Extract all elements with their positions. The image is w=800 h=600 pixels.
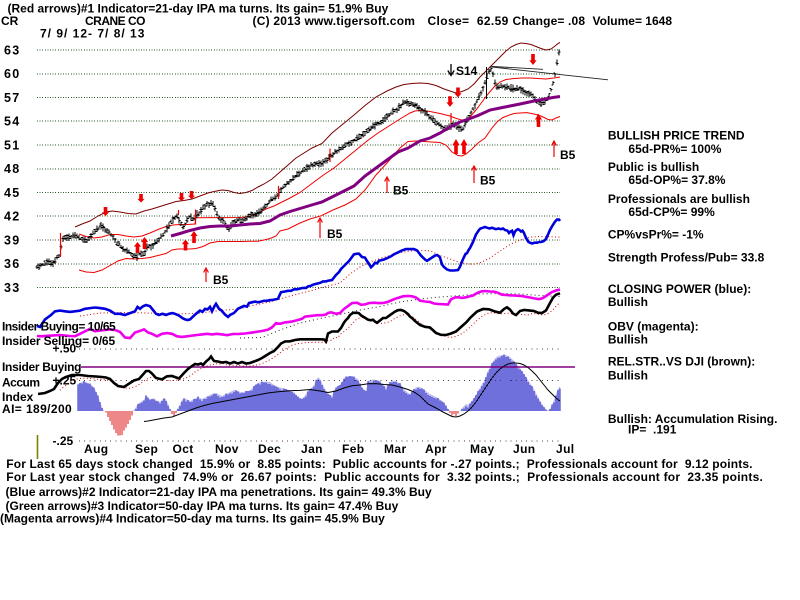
svg-text:Bullish: Bullish xyxy=(608,368,648,382)
svg-text:Jan: Jan xyxy=(301,442,323,456)
svg-text:Insider Selling= 0/65: Insider Selling= 0/65 xyxy=(2,334,115,348)
svg-text:For Last year stock changed 7: For Last year stock changed 74.9% or 26.… xyxy=(6,470,763,484)
svg-text:Nov: Nov xyxy=(215,442,239,456)
svg-text:CRANE CO: CRANE CO xyxy=(85,14,145,28)
svg-text:May: May xyxy=(470,442,495,456)
svg-text:42: 42 xyxy=(4,210,21,224)
svg-text:36: 36 xyxy=(4,257,21,271)
svg-text:Bullish: Bullish xyxy=(608,295,648,309)
svg-text:REL.STR..VS DJI (brown):: REL.STR..VS DJI (brown): xyxy=(608,354,755,368)
svg-text:+.25: +.25 xyxy=(53,374,77,388)
svg-text:Dec: Dec xyxy=(258,442,281,456)
svg-text:OBV (magenta):: OBV (magenta): xyxy=(608,320,699,334)
svg-text:Oct: Oct xyxy=(173,442,194,456)
svg-text:B5: B5 xyxy=(213,273,229,287)
svg-text:(Red arrows)#1 Indicator=21-da: (Red arrows)#1 Indicator=21-day IPA ma t… xyxy=(8,2,389,16)
svg-text:S14: S14 xyxy=(456,64,478,78)
svg-text:51: 51 xyxy=(4,138,21,152)
svg-text:Apr: Apr xyxy=(425,442,447,456)
svg-text:(Green arrows)#3 Indicator=50-: (Green arrows)#3 Indicator=50-day IPA ma… xyxy=(6,499,399,513)
svg-text:AI= 189/200: AI= 189/200 xyxy=(2,402,72,416)
svg-text:45: 45 xyxy=(4,186,21,200)
svg-text:Insider Buying= 10/65: Insider Buying= 10/65 xyxy=(2,320,116,334)
svg-text:Professionals are bullish: Professionals are bullish xyxy=(608,192,750,206)
svg-text:Strength Profess/Pub= 33.8: Strength Profess/Pub= 33.8 xyxy=(608,251,765,265)
svg-text:Bullish: Bullish xyxy=(608,333,648,347)
svg-text:Accum: Accum xyxy=(2,376,40,390)
svg-text:IP= .191: IP= .191 xyxy=(628,423,677,437)
svg-text:BULLISH PRICE TREND: BULLISH PRICE TREND xyxy=(608,129,745,143)
svg-text:(Magenta arrows)#4 Indicator=5: (Magenta arrows)#4 Indicator=50-day ma t… xyxy=(0,512,385,526)
svg-text:33: 33 xyxy=(4,281,21,295)
svg-text:48: 48 xyxy=(4,162,21,176)
svg-text:Aug: Aug xyxy=(84,442,109,456)
svg-text:CLOSING POWER (blue):: CLOSING POWER (blue): xyxy=(608,282,751,296)
svg-text:Jun: Jun xyxy=(513,442,536,456)
svg-text:CP%vsPr%= -1%: CP%vsPr%= -1% xyxy=(608,228,704,242)
svg-text:For Last 65 days stock changed: For Last 65 days stock changed 15.9% or … xyxy=(6,457,752,471)
svg-text:Index: Index xyxy=(2,390,34,404)
svg-text:63: 63 xyxy=(4,43,21,57)
svg-text:Mar: Mar xyxy=(384,442,407,456)
svg-text:57: 57 xyxy=(4,91,21,105)
svg-text:CR: CR xyxy=(1,14,19,28)
svg-text:39: 39 xyxy=(4,233,21,247)
svg-text:Bullish: Accumulation Rising.: Bullish: Accumulation Rising. xyxy=(608,412,778,426)
svg-text:Change= .08: Change= .08 xyxy=(513,14,586,28)
svg-text:Insider Buying: Insider Buying xyxy=(2,360,81,374)
svg-text:B5: B5 xyxy=(393,184,409,198)
svg-text:B5: B5 xyxy=(327,227,343,241)
svg-text:7/ 9/ 12- 7/ 8/ 13: 7/ 9/ 12- 7/ 8/ 13 xyxy=(40,27,145,41)
svg-text:65d-PR%= 100%: 65d-PR%= 100% xyxy=(628,142,721,156)
svg-text:60: 60 xyxy=(4,67,21,81)
svg-text:54: 54 xyxy=(4,115,21,129)
svg-text:Public is bullish: Public is bullish xyxy=(608,160,699,174)
svg-text:Sep: Sep xyxy=(135,442,158,456)
svg-text:Volume= 1648: Volume= 1648 xyxy=(593,14,673,28)
svg-text:-.25: -.25 xyxy=(53,434,74,448)
svg-text:Feb: Feb xyxy=(342,442,365,456)
svg-text:Close= 62.59: Close= 62.59 xyxy=(428,14,509,28)
svg-text:B5: B5 xyxy=(560,148,576,162)
svg-text:65d-CP%= 99%: 65d-CP%= 99% xyxy=(628,205,715,219)
svg-text:+.50: +.50 xyxy=(53,342,77,356)
svg-text:B5: B5 xyxy=(480,174,496,188)
svg-text:(C) 2013 www.tigersoft.com: (C) 2013 www.tigersoft.com xyxy=(253,14,416,28)
svg-text:Jul: Jul xyxy=(556,442,575,456)
svg-text:65d-OP%= 37.8%: 65d-OP%= 37.8% xyxy=(628,173,725,187)
svg-text:(Blue arrows)#2 Indicator=21-d: (Blue arrows)#2 Indicator=21-day IPA ma … xyxy=(6,485,432,499)
